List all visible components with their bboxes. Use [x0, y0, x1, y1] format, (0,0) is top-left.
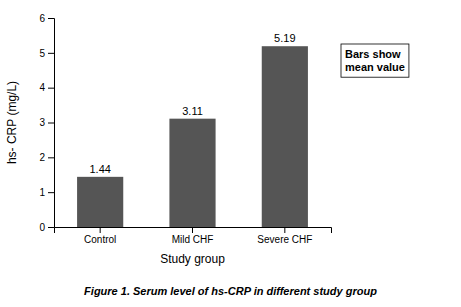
y-tick-mark [48, 157, 54, 158]
x-tick: Control [84, 227, 116, 245]
x-tick: Severe CHF [257, 227, 312, 245]
y-tick: 6 [39, 13, 54, 24]
y-tick-mark [48, 53, 54, 54]
y-tick-label: 3 [39, 117, 45, 128]
x-tick-label: Mild CHF [172, 234, 214, 245]
data-label: 3.11 [182, 105, 203, 117]
x-tick: Mild CHF [172, 227, 214, 245]
chart: 0 1 2 3 4 5 6 Control Mild CHF Severe CHF 1.44 3.11… [0, 0, 461, 307]
data-label: 5.19 [274, 32, 295, 44]
y-tick: 0 [39, 222, 54, 233]
y-tick: 5 [39, 48, 54, 59]
bar [262, 46, 308, 227]
y-tick-mark [48, 88, 54, 89]
caption: Figure 1. Serum level of hs-CRP in diffe… [84, 285, 377, 297]
y-tick-label: 2 [39, 152, 45, 163]
bar [77, 177, 123, 227]
data-labels: 1.44 3.11 5.19 [89, 32, 295, 175]
x-tick-mark [192, 227, 193, 233]
x-axis: Control Mild CHF Severe CHF [55, 227, 332, 245]
x-axis-title: Study group [160, 252, 225, 266]
y-tick-mark [48, 123, 54, 124]
annotation-text: Bars showmean value [345, 48, 405, 73]
y-tick: 2 [39, 152, 54, 163]
y-axis-line [48, 19, 55, 228]
x-tick-mark [284, 227, 285, 233]
x-axis-line [55, 228, 332, 234]
bars [77, 46, 308, 227]
y-tick-mark [48, 18, 54, 19]
y-tick-label: 4 [39, 82, 45, 93]
annotation-box [341, 44, 409, 77]
x-tick-label: Severe CHF [257, 234, 312, 245]
plot: 0 1 2 3 4 5 6 Control Mild CHF Severe CHF 1.44 3.11… [39, 13, 331, 245]
y-tick: 1 [39, 187, 54, 198]
y-tick-label: 1 [39, 187, 45, 198]
y-tick-mark [48, 192, 54, 193]
x-tick-mark [100, 227, 101, 233]
annotation: Bars showmean value [341, 44, 409, 77]
y-tick-label: 5 [39, 48, 45, 59]
y-axis-title: hs- CRP (mg/L) [5, 81, 19, 164]
y-axis: 0 1 2 3 4 5 6 [39, 13, 54, 233]
x-tick-label: Control [84, 234, 116, 245]
y-tick: 4 [39, 82, 54, 93]
y-tick: 3 [39, 117, 54, 128]
y-tick-mark [48, 227, 54, 228]
y-tick-label: 0 [39, 222, 45, 233]
bar [169, 119, 215, 227]
data-label: 1.44 [89, 163, 110, 175]
y-tick-label: 6 [39, 13, 45, 24]
